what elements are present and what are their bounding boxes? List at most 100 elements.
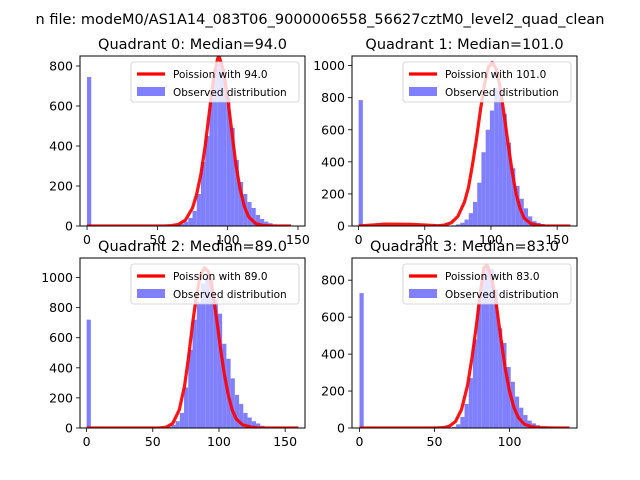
histogram-bar bbox=[358, 100, 363, 226]
x-tick-label: 100 bbox=[479, 232, 503, 247]
histogram-bar bbox=[494, 88, 499, 226]
histogram-bar bbox=[506, 142, 512, 226]
x-tick-label: 50 bbox=[145, 434, 161, 449]
histogram-bar bbox=[188, 218, 193, 226]
histogram-bar bbox=[489, 269, 494, 428]
histogram-bar bbox=[489, 110, 495, 226]
histogram-bar bbox=[485, 129, 490, 226]
histogram-bar bbox=[464, 403, 469, 428]
histogram-bar bbox=[205, 136, 210, 226]
histogram-bar bbox=[179, 223, 185, 226]
histogram-bar bbox=[184, 221, 189, 226]
histogram-bar bbox=[184, 387, 189, 428]
histogram-bar bbox=[523, 415, 528, 428]
histogram-bar bbox=[192, 211, 197, 226]
legend-observed-label: Observed distribution bbox=[173, 87, 287, 99]
y-tick-label: 800 bbox=[321, 273, 345, 288]
x-tick-label: 50 bbox=[149, 232, 165, 247]
histogram-bar bbox=[477, 302, 482, 428]
histogram-bar bbox=[200, 162, 206, 226]
histogram-bar bbox=[234, 160, 239, 226]
histogram-bar bbox=[209, 90, 214, 226]
axes-frame bbox=[351, 257, 578, 429]
x-tick-label: 100 bbox=[498, 434, 522, 449]
histogram-bar bbox=[87, 77, 92, 226]
x-tick-label: 0 bbox=[83, 232, 91, 247]
histogram-bar bbox=[175, 421, 180, 428]
histogram-bar bbox=[247, 202, 252, 226]
legend-box bbox=[402, 61, 572, 103]
x-tick-label: 150 bbox=[545, 232, 569, 247]
histogram-bar bbox=[86, 319, 91, 428]
legend-box bbox=[130, 61, 300, 103]
x-tick-label: 150 bbox=[286, 232, 310, 247]
y-tick-label: 400 bbox=[321, 347, 345, 362]
legend: Poission with 89.0 Observed distribution bbox=[130, 263, 300, 305]
histogram-bar bbox=[209, 279, 214, 428]
legend-poisson-label: Poission with 89.0 bbox=[173, 271, 268, 283]
plot-area bbox=[87, 56, 294, 226]
histogram-bar bbox=[251, 208, 256, 226]
y-tick-label: 200 bbox=[49, 390, 73, 405]
histogram-bar bbox=[502, 343, 507, 428]
subplot-title: Quadrant 1: Median=101.0 bbox=[365, 37, 563, 53]
legend-observed-swatch bbox=[137, 289, 165, 298]
legend-observed-swatch bbox=[409, 87, 437, 96]
histogram-bar bbox=[359, 293, 364, 428]
y-tick-label: 800 bbox=[321, 90, 345, 105]
y-tick-label: 800 bbox=[49, 300, 73, 315]
histogram-bar bbox=[260, 219, 265, 226]
histogram-bar bbox=[255, 215, 260, 226]
x-tick-label: 0 bbox=[356, 434, 364, 449]
histogram-bar bbox=[468, 378, 473, 428]
histogram-bar bbox=[251, 421, 257, 428]
histogram-bar bbox=[196, 194, 201, 226]
x-tick-label: 50 bbox=[417, 232, 433, 247]
histogram-bar bbox=[238, 182, 244, 226]
histogram-bar bbox=[171, 424, 176, 428]
histogram-bar bbox=[217, 64, 223, 226]
y-tick-label: 800 bbox=[49, 59, 73, 74]
histogram-bar bbox=[243, 412, 248, 428]
subplot-title: Quadrant 3: Median=83.0 bbox=[370, 239, 559, 255]
histogram-bar bbox=[451, 426, 457, 428]
y-tick-label: 0 bbox=[65, 219, 73, 234]
x-tick-label: 100 bbox=[207, 434, 231, 449]
y-tick-label: 0 bbox=[337, 421, 345, 436]
y-tick-label: 400 bbox=[49, 360, 73, 375]
histogram-bar bbox=[264, 221, 269, 226]
histogram-bar bbox=[481, 152, 486, 226]
x-tick-label: 50 bbox=[427, 434, 443, 449]
subplot-quadrant-3: Quadrant 3: Median=83.0 0 50 100 0 200 400 600 8… bbox=[321, 239, 578, 449]
histogram-bar bbox=[222, 78, 227, 226]
histogram-bar bbox=[477, 182, 482, 226]
histogram-bar bbox=[468, 213, 473, 226]
histogram-bar bbox=[502, 113, 507, 226]
histogram-bar bbox=[498, 94, 503, 226]
legend: Poission with 101.0 Observed distribution bbox=[402, 61, 572, 103]
legend-observed-label: Observed distribution bbox=[445, 87, 559, 99]
y-tick-label: 0 bbox=[65, 421, 73, 436]
subplot-title: Quadrant 0: Median=94.0 bbox=[98, 37, 287, 53]
y-tick-label: 600 bbox=[49, 330, 73, 345]
y-tick-label: 200 bbox=[321, 186, 345, 201]
histogram-bar bbox=[456, 424, 461, 428]
histogram-bar bbox=[226, 98, 231, 226]
figure-suptitle: n file: modeM0/AS1A14_083T06_9000006558_… bbox=[36, 12, 605, 28]
legend-observed-label: Observed distribution bbox=[173, 289, 287, 301]
histogram-bar bbox=[485, 265, 490, 428]
histogram-bar bbox=[213, 69, 218, 226]
x-tick-label: 0 bbox=[83, 434, 91, 449]
x-tick-label: 0 bbox=[355, 232, 363, 247]
axes-frame bbox=[351, 55, 578, 227]
legend-poisson-label: Poission with 83.0 bbox=[445, 271, 540, 283]
legend-poisson-label: Poission with 101.0 bbox=[445, 69, 546, 81]
histogram-bar bbox=[460, 416, 465, 428]
histogram-bar bbox=[200, 283, 206, 428]
histogram-bar bbox=[519, 407, 524, 428]
y-tick-label: 600 bbox=[321, 122, 345, 137]
histogram-bar bbox=[192, 319, 197, 428]
legend-box bbox=[402, 263, 572, 305]
histogram-bar bbox=[460, 222, 465, 226]
